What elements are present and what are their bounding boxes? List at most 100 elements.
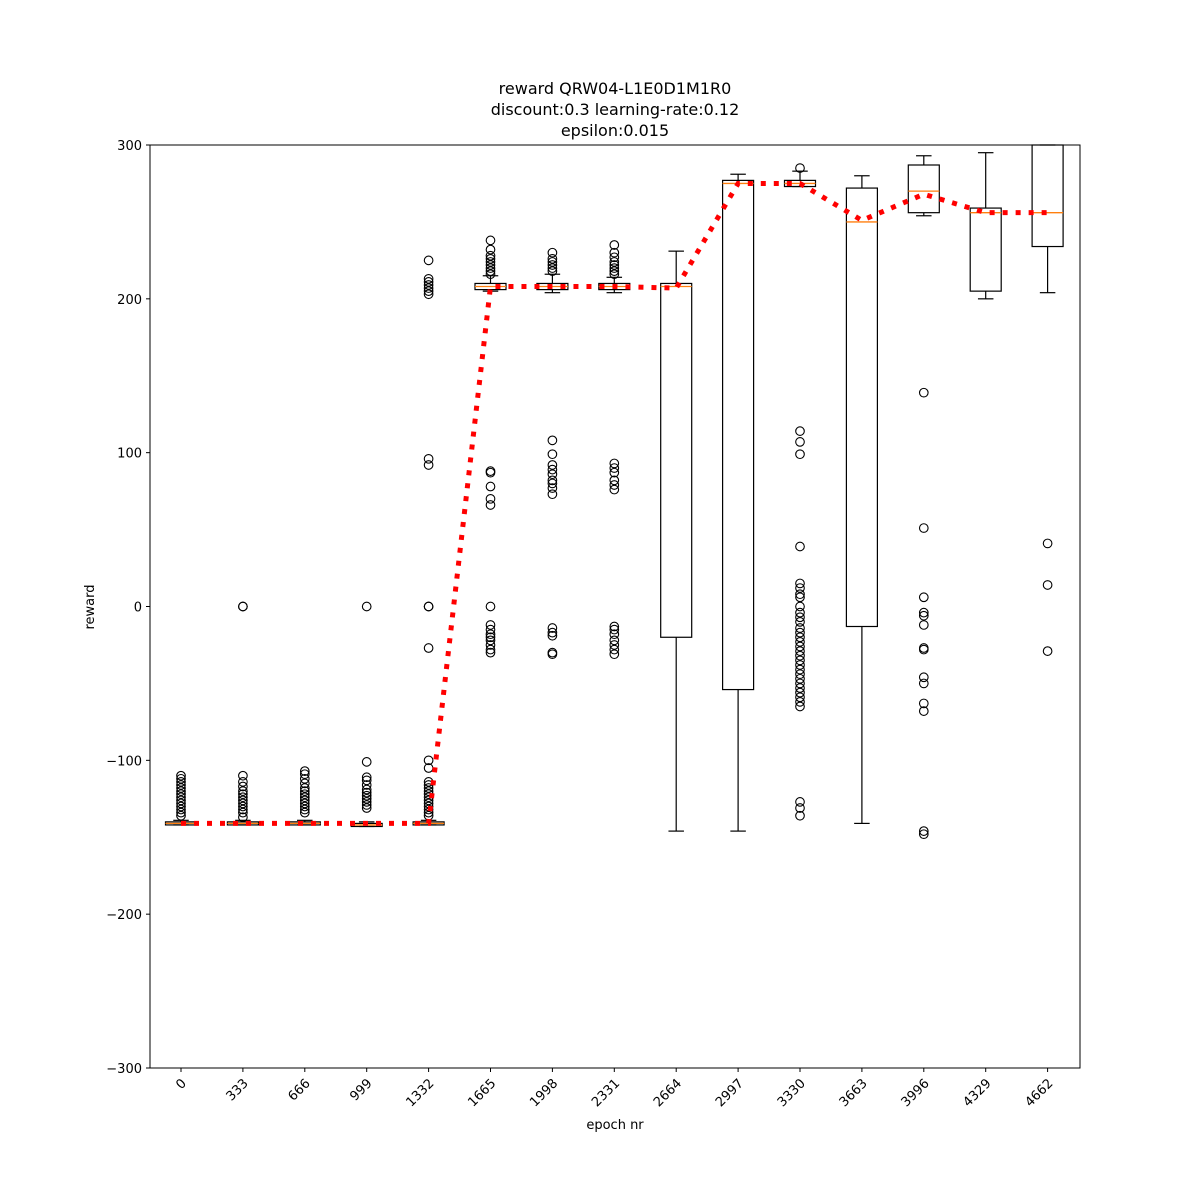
outlier-point (485, 635, 496, 646)
outlier-point (485, 263, 496, 273)
outlier-point (485, 235, 496, 246)
outlier-point (485, 266, 496, 276)
outlier-point (176, 770, 186, 781)
outlier-point (547, 489, 558, 500)
outlier-point (795, 583, 805, 593)
outlier-point (485, 467, 496, 478)
outlier-point (918, 826, 929, 836)
x-tick-label: 1665 (465, 1076, 499, 1110)
outlier-point (547, 478, 558, 489)
y-tick-label: 300 (117, 139, 142, 154)
outlier-point (423, 280, 434, 290)
box-3330 (783, 163, 817, 821)
outlier-point (918, 644, 929, 655)
box-iqr (660, 282, 693, 638)
outlier-point (176, 804, 186, 815)
outlier-point (423, 286, 434, 296)
outlier-point (361, 780, 372, 790)
outlier-point (795, 650, 805, 661)
outlier-point (238, 804, 248, 815)
outlier-point (795, 669, 805, 680)
outlier-point (795, 687, 805, 698)
outlier-point (547, 649, 558, 660)
outlier-point (547, 469, 558, 480)
outlier-point (795, 449, 805, 460)
outlier-point (176, 777, 186, 787)
outlier-point (361, 772, 372, 783)
outlier-point (238, 807, 248, 818)
box-iqr (969, 207, 1002, 292)
outlier-point (299, 804, 310, 815)
outlier-point (361, 784, 372, 795)
outlier-point (485, 632, 496, 643)
outlier-point (795, 692, 805, 703)
outlier-point (423, 786, 434, 796)
outlier-point (795, 701, 805, 712)
outlier-point (361, 793, 372, 804)
outlier-point (918, 678, 929, 689)
outlier-point (238, 812, 248, 823)
outlier-point (485, 629, 496, 640)
outlier-point (795, 541, 805, 552)
outlier-point (176, 783, 186, 793)
outlier-point (547, 627, 558, 638)
outlier-point (918, 620, 929, 630)
plot-area (164, 144, 1064, 840)
outlier-point (485, 500, 496, 510)
y-tick-label: 100 (117, 447, 142, 462)
outlier-point (238, 792, 248, 803)
outlier-point (361, 601, 372, 612)
outlier-point (918, 672, 929, 683)
outlier-point (795, 697, 805, 707)
outlier-point (547, 257, 558, 267)
outlier-point (547, 460, 558, 470)
outlier-point (299, 783, 310, 793)
outlier-point (238, 798, 248, 809)
box-666 (288, 766, 321, 826)
outlier-point (176, 773, 186, 784)
box-1998 (536, 247, 569, 660)
outlier-point (547, 630, 558, 641)
outlier-point (795, 673, 805, 684)
outlier-point (361, 797, 372, 807)
outlier-point (547, 266, 558, 276)
outlier-point (918, 607, 929, 618)
box-3996 (907, 155, 940, 840)
outlier-point (795, 426, 805, 436)
outlier-point (795, 437, 805, 447)
outlier-point (485, 257, 496, 267)
outlier-point (299, 789, 310, 800)
outlier-point (795, 803, 805, 813)
outlier-point (238, 770, 248, 781)
outlier-point (609, 484, 620, 495)
outlier-point (609, 480, 620, 490)
box-iqr (907, 164, 940, 214)
box-4662 (1031, 144, 1064, 656)
outlier-point (795, 627, 805, 638)
outlier-point (547, 464, 558, 475)
outlier-point (795, 810, 805, 821)
outlier-point (361, 790, 372, 801)
x-tick-label: 2664 (651, 1076, 685, 1110)
outlier-point (423, 601, 434, 612)
outlier-point (1042, 538, 1053, 549)
outlier-point (795, 797, 805, 807)
outlier-point (609, 260, 620, 270)
outlier-point (485, 493, 496, 504)
outlier-point (485, 269, 496, 280)
box-iqr (721, 179, 755, 691)
outlier-point (609, 257, 620, 267)
outlier-point (485, 644, 496, 655)
outlier-point (547, 253, 558, 264)
outlier-point (485, 481, 496, 492)
outlier-point (795, 660, 805, 670)
outlier-point (918, 829, 929, 840)
outlier-point (795, 655, 805, 666)
x-tick-label: 1998 (527, 1076, 561, 1110)
outlier-point (795, 623, 805, 633)
title-line-1: reward QRW04-L1E0D1M1R0 (499, 79, 732, 98)
outlier-point (918, 592, 929, 603)
outlier-point (547, 247, 558, 258)
outlier-point (609, 624, 620, 635)
